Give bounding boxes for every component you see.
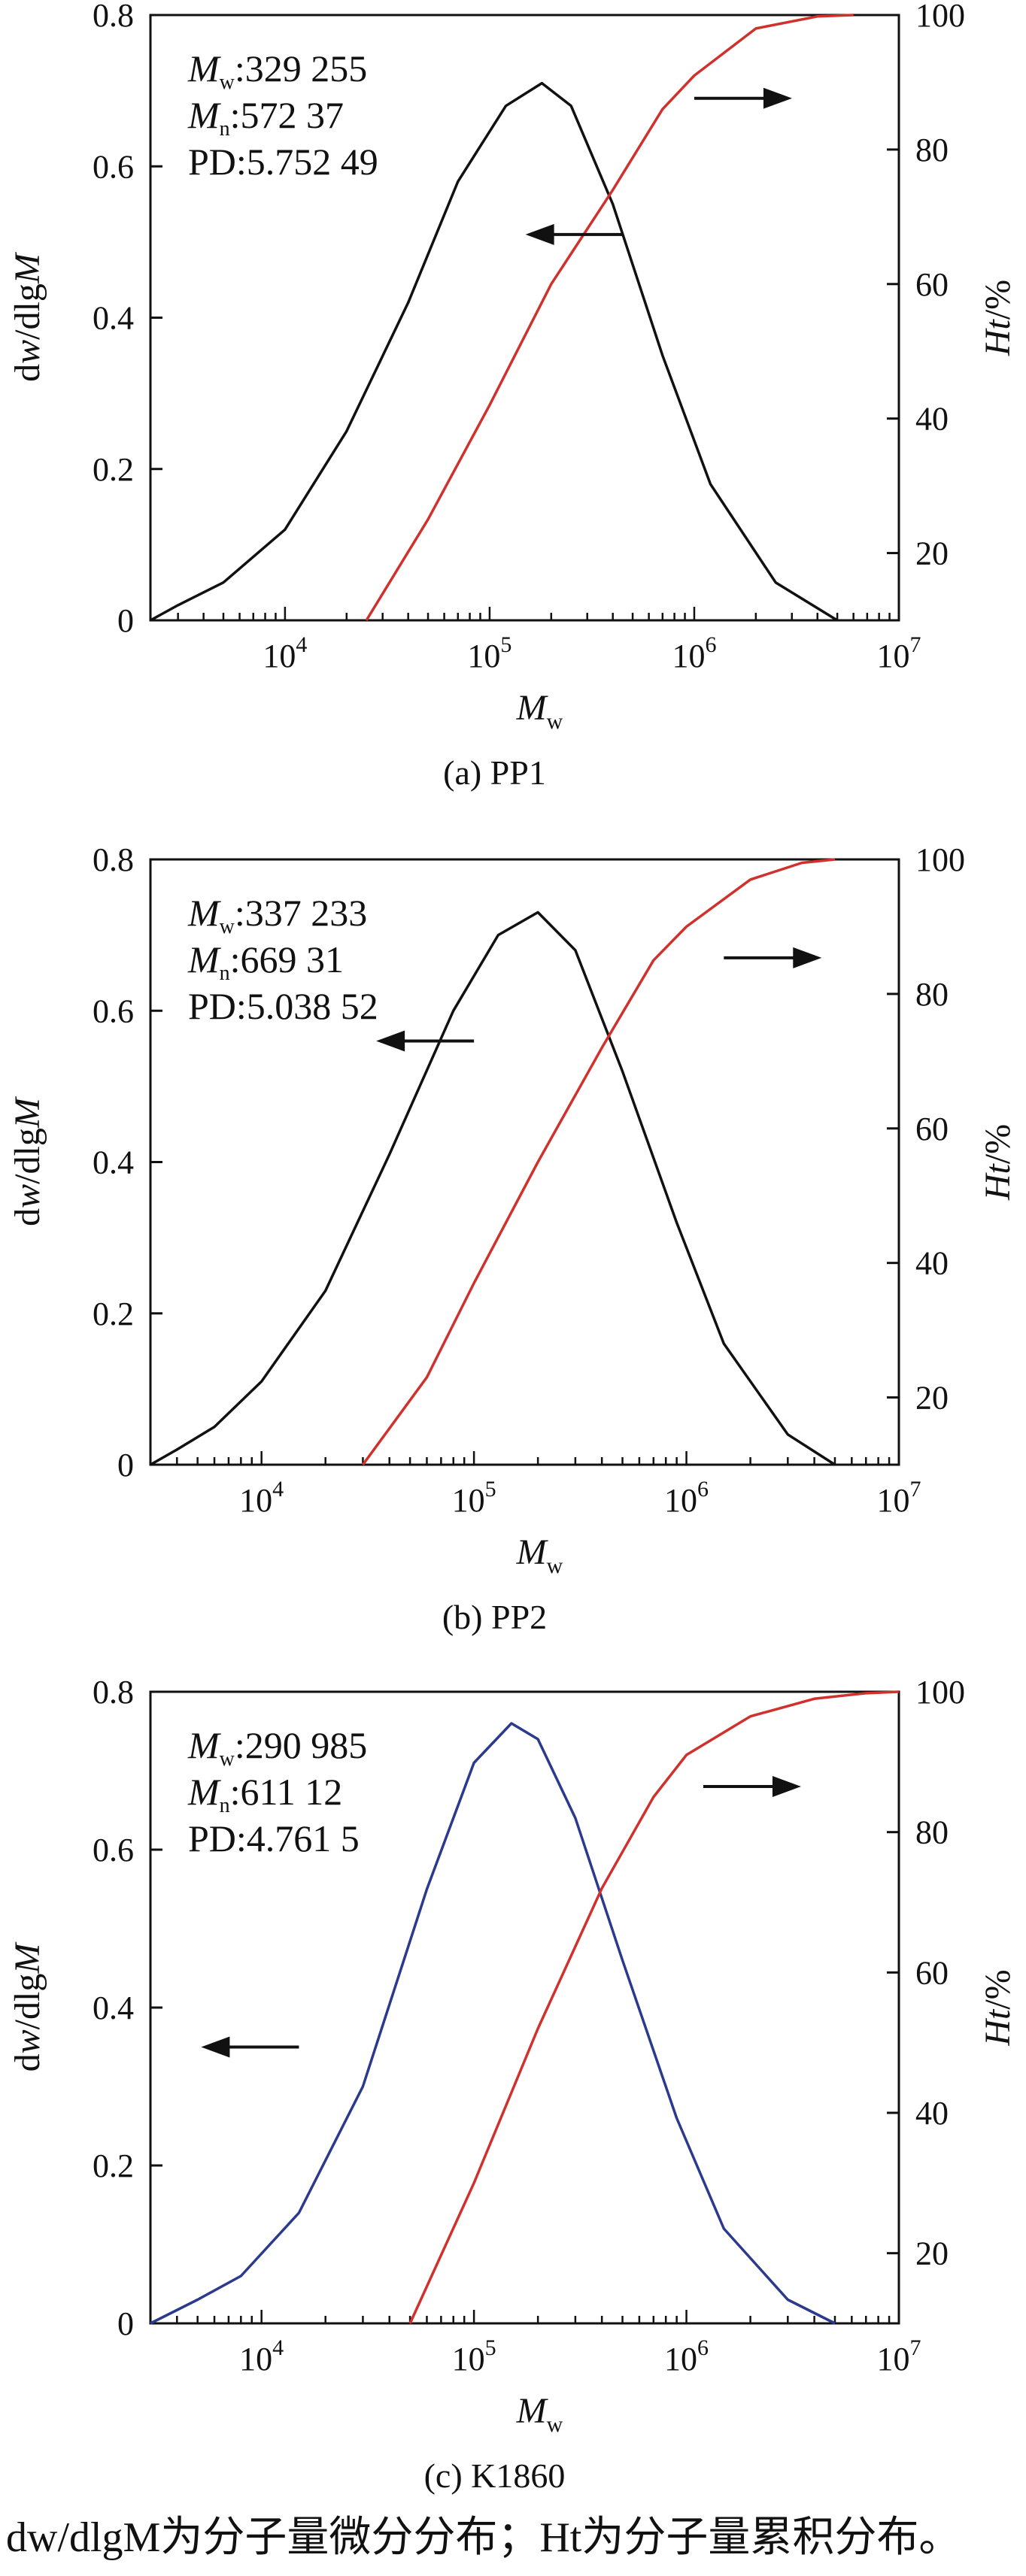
- y2-axis-label: Ht/%: [978, 1969, 1018, 2046]
- y2-tick-label: 80: [915, 1814, 949, 1851]
- stat-line: Mw:290 985: [187, 1724, 367, 1771]
- y2-tick-label: 20: [915, 2235, 949, 2272]
- x-tick-label: 105: [452, 2335, 496, 2377]
- y-tick-label: 0.6: [93, 993, 134, 1029]
- y-tick-label: 0.6: [93, 148, 134, 185]
- x-tick-label: 106: [664, 1477, 709, 1519]
- panel-caption: (a) PP1: [443, 753, 546, 792]
- x-tick-label: 105: [467, 632, 511, 674]
- x-axis-label: Mw: [516, 1532, 563, 1578]
- y2-tick-label: 20: [915, 1380, 949, 1417]
- stat-line: PD:4.761 5: [188, 1817, 360, 1859]
- y-tick-label: 0: [117, 1447, 134, 1483]
- x-tick-label: 107: [877, 632, 921, 674]
- stat-line: Mn:669 31: [187, 938, 344, 985]
- x-tick-label: 106: [672, 632, 716, 674]
- x-tick-label: 104: [263, 632, 307, 674]
- y2-tick-label: 60: [915, 1954, 949, 1991]
- arrow-head: [376, 1030, 405, 1052]
- arrow-head: [525, 223, 554, 245]
- differential-curve: [150, 911, 836, 1466]
- cumulative-curve: [365, 14, 854, 621]
- y2-tick-label: 80: [915, 132, 949, 168]
- y-tick-label: 0.6: [93, 1832, 134, 1868]
- arrow-head: [772, 1776, 801, 1797]
- y2-tick-label: 60: [915, 266, 949, 303]
- y2-axis-label: Ht/%: [978, 1124, 1018, 1201]
- arrow-left: [201, 2036, 299, 2058]
- y2-tick-label: 80: [915, 976, 949, 1013]
- y-tick-label: 0.8: [93, 0, 134, 34]
- stat-line: Mn:611 12: [187, 1771, 342, 1817]
- x-tick-label: 107: [877, 1477, 921, 1519]
- stat-line: Mw:337 233: [187, 892, 367, 938]
- y2-tick-label: 40: [915, 1245, 949, 1282]
- arrow-head: [793, 947, 822, 968]
- panel-caption: (b) PP2: [442, 1598, 547, 1636]
- y-tick-label: 0.2: [93, 1296, 134, 1332]
- y2-tick-label: 100: [915, 0, 965, 34]
- y-axis-label: dw/dlgM: [8, 251, 47, 382]
- x-tick-label: 105: [452, 1477, 496, 1519]
- y-tick-label: 0.4: [93, 1144, 134, 1181]
- y2-tick-label: 100: [915, 841, 965, 878]
- panel-caption: (c) K1860: [424, 2456, 566, 2495]
- y-tick-label: 0.4: [93, 300, 134, 337]
- y-tick-label: 0.2: [93, 2147, 134, 2184]
- x-axis-label: Mw: [516, 688, 563, 734]
- stat-line: PD:5.038 52: [188, 985, 378, 1027]
- chart-panel-2: 0 0.2 0.4 0.6 0.8 20 40 60 80 100 104 105 106 107 Mw dw…: [8, 841, 1018, 1636]
- y2-axis-label: Ht/%: [978, 280, 1018, 356]
- y-tick-label: 0.4: [93, 1990, 134, 2026]
- y-axis-label: dw/dlgM: [8, 1096, 47, 1226]
- arrow-left: [376, 1030, 475, 1052]
- y2-tick-label: 20: [915, 535, 949, 572]
- y-tick-label: 0.8: [93, 841, 134, 878]
- arrow-right: [724, 947, 822, 968]
- cumulative-curve: [408, 1690, 900, 2324]
- y-tick-label: 0.8: [93, 1674, 134, 1711]
- chart-panel-3: 0 0.2 0.4 0.6 0.8 20 40 60 80 100 104 105 106 107 Mw dw…: [8, 1674, 1018, 2495]
- cumulative-curve: [361, 858, 836, 1466]
- y2-tick-label: 40: [915, 401, 949, 438]
- y-axis-label: dw/dlgM: [8, 1941, 47, 2072]
- y-tick-label: 0: [117, 602, 134, 639]
- arrow-right: [703, 1776, 801, 1797]
- footnote: dw/dlgM为分子量微分分布；Ht为分子量累积分布。: [6, 2514, 961, 2561]
- y-tick-label: 0.2: [93, 451, 134, 488]
- y-tick-label: 0: [117, 2305, 134, 2342]
- x-tick-label: 106: [664, 2335, 709, 2377]
- arrow-right: [694, 87, 792, 109]
- y2-tick-label: 100: [915, 1674, 965, 1711]
- x-axis-label: Mw: [516, 2391, 563, 2437]
- differential-curve: [150, 81, 839, 622]
- arrow-head: [763, 87, 792, 109]
- stat-line: PD:5.752 49: [188, 141, 378, 183]
- stat-line: Mw:329 255: [187, 47, 367, 94]
- chart-panel-1: 0 0.2 0.4 0.6 0.8 20 40 60 80 100 104 105 106 107 Mw dw…: [8, 0, 1018, 792]
- x-tick-label: 107: [877, 2335, 921, 2377]
- stat-line: Mn:572 37: [187, 94, 344, 141]
- y2-tick-label: 60: [915, 1111, 949, 1147]
- differential-curve: [150, 1722, 836, 2325]
- x-tick-label: 104: [239, 2335, 284, 2377]
- x-tick-label: 104: [239, 1477, 284, 1519]
- arrow-head: [201, 2036, 230, 2058]
- y2-tick-label: 40: [915, 2095, 949, 2132]
- arrow-left: [525, 223, 624, 245]
